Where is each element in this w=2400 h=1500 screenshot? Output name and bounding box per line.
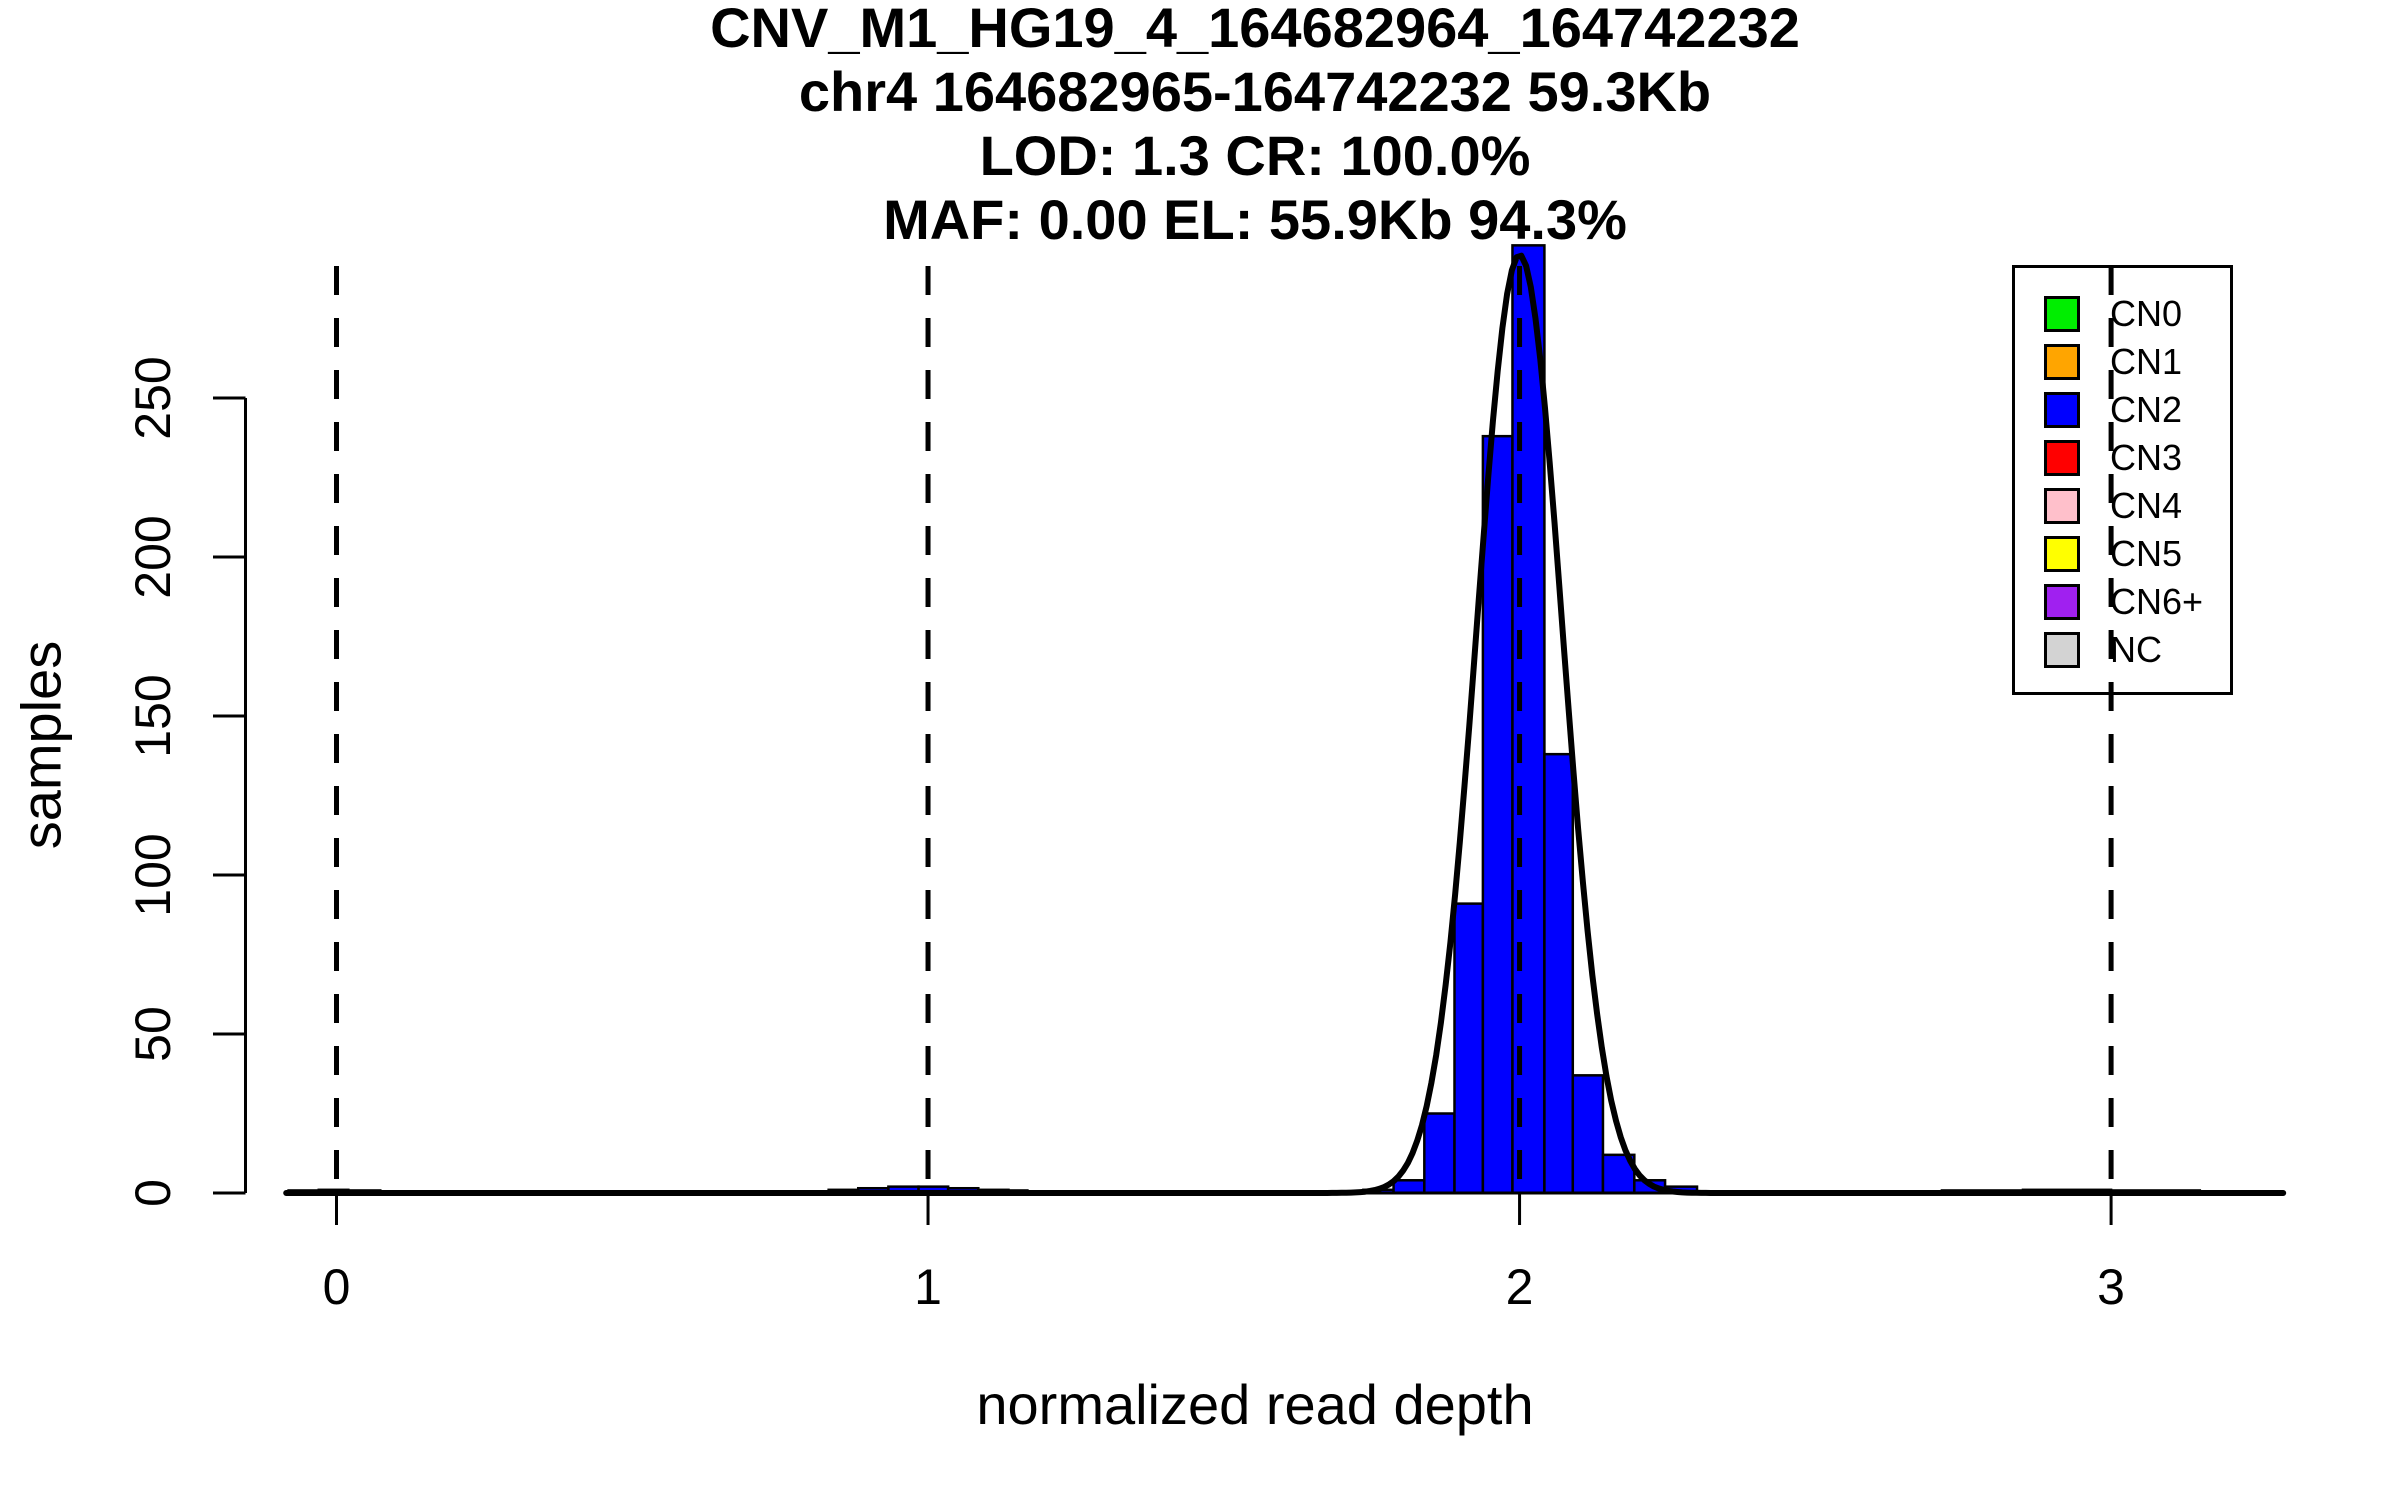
y-axis-title: samples bbox=[9, 640, 73, 850]
legend-label: CN3 bbox=[2110, 437, 2183, 478]
legend-item-CN1: CN1 bbox=[2044, 344, 2230, 380]
legend-label: CN4 bbox=[2110, 485, 2183, 526]
y-tick-label-250: 250 bbox=[125, 356, 181, 440]
legend-swatch-icon bbox=[2044, 584, 2080, 620]
legend: CN0 CN1 CN2 CN3 CN4 CN5 CN6+ NC bbox=[2012, 265, 2233, 695]
histogram-bar bbox=[1511, 244, 1546, 1195]
legend-label: CN1 bbox=[2110, 341, 2183, 382]
legend-label: CN5 bbox=[2110, 533, 2183, 574]
y-tick-label-50: 50 bbox=[125, 1006, 181, 1062]
legend-swatch-icon bbox=[2044, 344, 2080, 380]
legend-label: CN0 bbox=[2110, 293, 2183, 334]
histogram-bar bbox=[1423, 1112, 1456, 1195]
histogram-bar bbox=[1481, 434, 1514, 1195]
x-tick-label-0: 0 bbox=[322, 1259, 351, 1315]
legend-label: CN2 bbox=[2110, 389, 2183, 430]
legend-swatch-icon bbox=[2044, 296, 2080, 332]
legend-label: CN6+ bbox=[2110, 581, 2204, 622]
histogram-bar bbox=[1392, 1179, 1426, 1195]
chart-title-line3: LOD: 1.3 CR: 100.0% bbox=[979, 124, 1531, 187]
chart-title-line2: chr4 164682965-164742232 59.3Kb bbox=[798, 60, 1712, 123]
histogram-bar bbox=[1571, 1074, 1605, 1195]
histogram-bar bbox=[1543, 752, 1575, 1195]
x-tick-label-3: 3 bbox=[2097, 1259, 2125, 1315]
chart-title-line4: MAF: 0.00 EL: 55.9Kb 94.3% bbox=[883, 188, 1627, 251]
legend-swatch-icon bbox=[2044, 392, 2080, 428]
fit-curve bbox=[283, 252, 2287, 1196]
histogram-bar bbox=[1453, 902, 1485, 1195]
legend-swatch-icon bbox=[2044, 440, 2080, 476]
legend-item-CN5: CN5 bbox=[2044, 536, 2230, 572]
x-axis-title: normalized read depth bbox=[976, 1373, 1534, 1436]
legend-item-CN3: CN3 bbox=[2044, 440, 2230, 476]
chart-title-block: CNV_M1_HG19_4_164682964_164742232 chr4 1… bbox=[155, 0, 2355, 252]
x-tick-label-2: 2 bbox=[1505, 1259, 1534, 1315]
legend-item-CN2: CN2 bbox=[2044, 392, 2230, 428]
x-tick-label-1: 1 bbox=[914, 1259, 942, 1315]
legend-swatch-icon bbox=[2044, 632, 2080, 668]
legend-swatch-icon bbox=[2044, 488, 2080, 524]
y-tick-label-100: 100 bbox=[125, 833, 181, 917]
legend-swatch-icon bbox=[2044, 536, 2080, 572]
legend-item-NC: NC bbox=[2044, 632, 2230, 668]
y-tick-label-200: 200 bbox=[125, 515, 181, 599]
chart-title-line1: CNV_M1_HG19_4_164682964_164742232 bbox=[710, 0, 1800, 59]
legend-item-CN6+: CN6+ bbox=[2044, 584, 2230, 620]
legend-label: NC bbox=[2110, 629, 2162, 670]
legend-item-CN0: CN0 bbox=[2044, 296, 2230, 332]
y-tick-label-150: 150 bbox=[125, 674, 181, 758]
y-tick-label-0: 0 bbox=[125, 1179, 181, 1207]
legend-item-CN4: CN4 bbox=[2044, 488, 2230, 524]
